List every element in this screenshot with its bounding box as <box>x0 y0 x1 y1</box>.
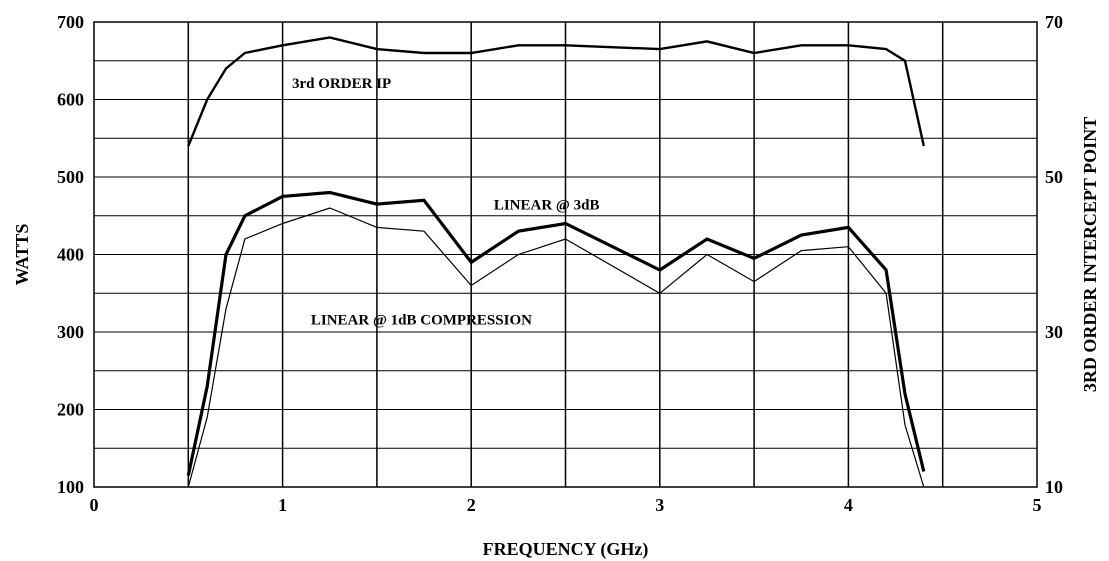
series-line-1 <box>188 193 924 476</box>
x-tick-label: 1 <box>278 495 287 515</box>
y-tick-label: 700 <box>57 12 84 32</box>
y-tick-label: 500 <box>57 167 84 187</box>
annotations: 3rd ORDER IP LINEAR @ 3dB LINEAR @ 1dB COM… <box>292 76 599 328</box>
x-tick-label: 4 <box>844 495 853 515</box>
y2-tick-label: 10 <box>1045 477 1063 497</box>
series-line-2 <box>188 208 924 487</box>
y2-tick-label: 50 <box>1045 167 1063 187</box>
y-tick-label: 600 <box>57 90 84 110</box>
y-axis-title: WATTS <box>12 224 32 286</box>
annotation-label: 3rd ORDER IP <box>292 76 391 92</box>
y2-tick-label: 30 <box>1045 322 1063 342</box>
y-tick-label: 300 <box>57 322 84 342</box>
y-tick-label: 100 <box>57 477 84 497</box>
y-tick-label: 200 <box>57 400 84 420</box>
y-tick-label: 400 <box>57 245 84 265</box>
x-tick-label: 0 <box>90 495 99 515</box>
series-group <box>188 38 924 488</box>
annotation-label: LINEAR @ 1dB COMPRESSION <box>311 312 532 328</box>
grid <box>94 22 1037 487</box>
y2-axis-title: 3RD ORDER INTERCEPT POINT <box>1080 117 1100 392</box>
x-tick-label: 5 <box>1033 495 1042 515</box>
x-tick-label: 3 <box>655 495 664 515</box>
y2-tick-label: 70 <box>1045 12 1063 32</box>
x-tick-label: 2 <box>467 495 476 515</box>
x-axis-title: FREQUENCY (GHz) <box>483 539 649 560</box>
annotation-label: LINEAR @ 3dB <box>494 198 600 214</box>
